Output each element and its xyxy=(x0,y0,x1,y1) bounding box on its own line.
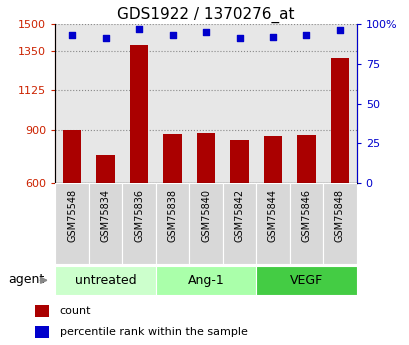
Point xyxy=(269,34,276,40)
Point xyxy=(102,36,109,41)
Bar xyxy=(222,24,256,183)
Text: GSM75842: GSM75842 xyxy=(234,189,244,243)
Text: GSM75844: GSM75844 xyxy=(267,189,277,242)
Bar xyxy=(35,305,48,317)
Point xyxy=(302,32,309,38)
Bar xyxy=(155,24,189,183)
Text: percentile rank within the sample: percentile rank within the sample xyxy=(59,327,247,337)
Bar xyxy=(263,136,281,183)
Bar xyxy=(35,326,48,338)
Bar xyxy=(155,266,256,295)
Bar xyxy=(322,183,356,264)
Text: untreated: untreated xyxy=(74,274,136,287)
Bar xyxy=(96,155,115,183)
Bar xyxy=(230,140,248,183)
Point xyxy=(69,32,75,38)
Bar xyxy=(196,134,215,183)
Text: count: count xyxy=(59,306,91,316)
Text: GSM75846: GSM75846 xyxy=(301,189,311,242)
Bar xyxy=(222,183,256,264)
Bar xyxy=(256,183,289,264)
Bar xyxy=(55,24,89,183)
Text: GSM75548: GSM75548 xyxy=(67,189,77,243)
Bar xyxy=(155,183,189,264)
Bar xyxy=(189,24,222,183)
Text: agent: agent xyxy=(8,273,45,286)
Text: GSM75848: GSM75848 xyxy=(334,189,344,242)
Text: Ang-1: Ang-1 xyxy=(187,274,224,287)
Point xyxy=(169,32,175,38)
Bar xyxy=(122,24,155,183)
Point xyxy=(236,36,242,41)
Bar xyxy=(63,130,81,183)
Bar xyxy=(289,183,322,264)
Bar xyxy=(55,266,155,295)
Point xyxy=(336,28,342,33)
Bar xyxy=(55,183,89,264)
Bar xyxy=(330,58,348,183)
Bar xyxy=(289,24,322,183)
Point xyxy=(135,26,142,32)
Title: GDS1922 / 1370276_at: GDS1922 / 1370276_at xyxy=(117,7,294,23)
Bar xyxy=(256,24,289,183)
Bar xyxy=(122,183,155,264)
Bar xyxy=(322,24,356,183)
Bar xyxy=(256,266,356,295)
Text: GSM75836: GSM75836 xyxy=(134,189,144,242)
Text: GSM75834: GSM75834 xyxy=(100,189,110,242)
Bar xyxy=(89,24,122,183)
Text: GSM75838: GSM75838 xyxy=(167,189,177,242)
Text: GSM75840: GSM75840 xyxy=(200,189,211,242)
Point xyxy=(202,29,209,35)
Bar xyxy=(163,134,181,183)
Bar xyxy=(89,183,122,264)
Bar xyxy=(130,45,148,183)
Bar xyxy=(189,183,222,264)
Text: VEGF: VEGF xyxy=(289,274,322,287)
Bar xyxy=(297,135,315,183)
